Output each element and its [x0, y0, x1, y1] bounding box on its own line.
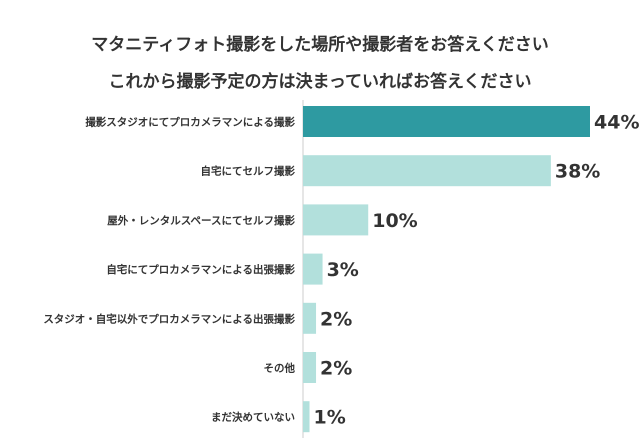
value-label-7: 1%	[314, 407, 346, 429]
bar-3	[303, 204, 369, 236]
bar-7	[303, 401, 310, 433]
chart-title-line-1: マタニティフォト撮影をした場所や撮影者をお答えください	[91, 35, 549, 55]
category-label-1: 撮影スタジオにてプロカメラマンによる撮影	[85, 116, 295, 129]
category-label-5: スタジオ・自宅以外でプロカメラマンによる出張撮影	[43, 312, 295, 325]
bar-5	[303, 302, 317, 334]
chart-title-line-2: これから撮影予定の方は決まっていればお答えください	[108, 72, 532, 92]
value-label-6: 2%	[320, 358, 352, 380]
value-label-4: 3%	[327, 259, 359, 281]
value-label-5: 2%	[320, 308, 352, 330]
bar-4	[303, 253, 323, 285]
category-label-6: その他	[264, 362, 296, 375]
value-label-3: 10%	[372, 210, 417, 232]
bar-1	[303, 106, 590, 137]
category-label-2: 自宅にてセルフ撮影	[201, 165, 296, 178]
category-label-4: 自宅にてプロカメラマンによる出張撮影	[106, 263, 295, 276]
value-label-1: 44%	[594, 112, 639, 134]
bar-6	[303, 352, 317, 383]
category-label-7: まだ決めていない	[211, 411, 295, 424]
value-label-2: 38%	[555, 161, 600, 183]
category-label-3: 屋外・レンタルスペースにてセルフ撮影	[107, 214, 295, 227]
bar-2	[303, 155, 551, 187]
